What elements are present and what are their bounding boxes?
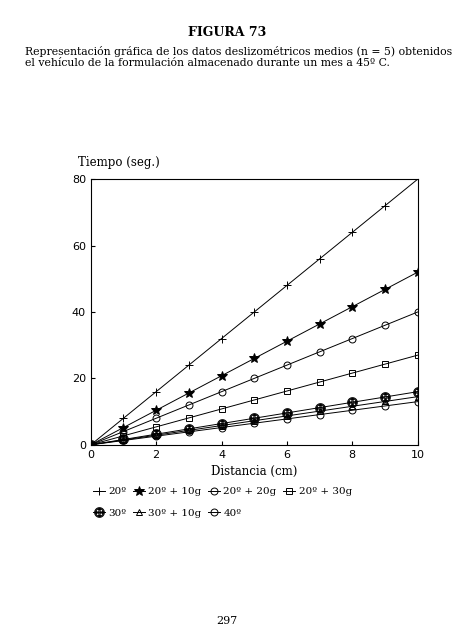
Text: el vehículo de la formulación almacenado durante un mes a 45º C.: el vehículo de la formulación almacenado… bbox=[25, 58, 390, 68]
X-axis label: Distancia (cm): Distancia (cm) bbox=[211, 465, 297, 478]
Text: Tiempo (seg.): Tiempo (seg.) bbox=[78, 156, 159, 168]
Text: 297: 297 bbox=[217, 616, 237, 626]
Text: FIGURA 73: FIGURA 73 bbox=[188, 26, 266, 38]
Text: Representación gráfica de los datos deslizométricos medios (n = 5) obtenidos en: Representación gráfica de los datos desl… bbox=[25, 46, 454, 57]
Legend: 30º, 30º + 10g, 40º: 30º, 30º + 10g, 40º bbox=[93, 508, 242, 518]
